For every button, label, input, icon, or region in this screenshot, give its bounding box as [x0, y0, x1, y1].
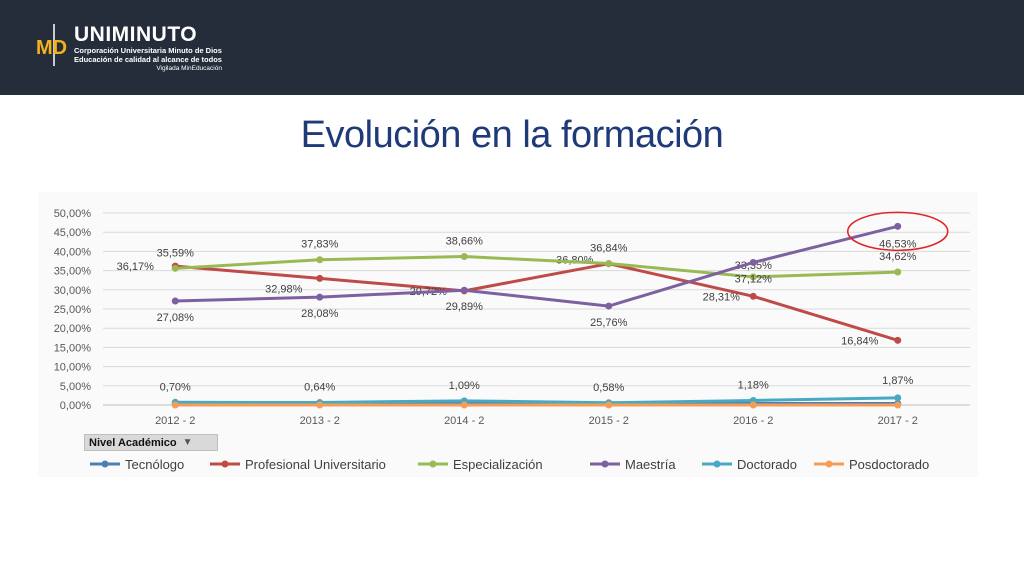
data-label: 1,18% — [738, 379, 769, 391]
data-point — [460, 401, 468, 409]
legend-label: Profesional Universitario — [245, 457, 386, 472]
data-point — [894, 336, 902, 344]
data-point — [894, 222, 902, 230]
nivel-academico-filter-button[interactable]: Nivel Académico ▼ — [84, 434, 218, 451]
data-point — [316, 274, 324, 282]
legend-label: Maestría — [625, 457, 676, 472]
data-point — [749, 273, 757, 281]
x-tick-label: 2014 - 2 — [444, 415, 484, 427]
data-label: 46,53% — [879, 238, 917, 250]
highlight-ellipse — [847, 211, 949, 252]
y-tick-label: 40,00% — [54, 246, 92, 258]
legend-label: Especialización — [453, 457, 543, 472]
filter-label: Nivel Académico — [89, 436, 177, 449]
x-tick-label: 2013 - 2 — [300, 415, 340, 427]
data-label: 25,76% — [590, 317, 628, 329]
chart-area — [38, 192, 978, 477]
y-tick-label: 20,00% — [54, 323, 92, 335]
legend-marker — [101, 460, 109, 468]
legend-label: Doctorado — [737, 457, 797, 472]
y-tick-label: 45,00% — [54, 227, 92, 239]
data-label: 36,84% — [590, 243, 628, 255]
y-tick-label: 10,00% — [54, 362, 92, 374]
data-point — [316, 256, 324, 264]
data-point — [460, 286, 468, 294]
y-tick-label: 35,00% — [54, 266, 92, 278]
data-point — [316, 293, 324, 301]
data-point — [605, 401, 613, 409]
data-point — [316, 401, 324, 409]
data-label: 32,98% — [265, 283, 303, 295]
data-point — [171, 297, 179, 305]
y-tick-label: 30,00% — [54, 285, 92, 297]
x-tick-label: 2012 - 2 — [155, 415, 195, 427]
slide-title: Evolución en la formación — [300, 114, 724, 156]
data-label: 38,66% — [446, 236, 484, 248]
data-label: 1,09% — [449, 380, 480, 392]
y-tick-label: 5,00% — [60, 381, 91, 393]
legend-label: Tecnólogo — [125, 457, 184, 472]
series-line — [175, 396, 898, 405]
data-point — [605, 260, 613, 268]
series-line — [175, 255, 898, 279]
data-label: 34,62% — [879, 251, 917, 263]
data-label: 0,64% — [304, 382, 335, 394]
data-point — [749, 292, 757, 300]
logo-mark-text: MD — [36, 37, 67, 59]
data-point — [894, 394, 902, 402]
x-tick-label: 2017 - 2 — [878, 415, 918, 427]
data-label: 28,08% — [301, 308, 339, 320]
data-label: 36,17% — [117, 261, 155, 273]
legend-marker — [825, 460, 833, 468]
data-point — [894, 268, 902, 276]
logo-name: UNIMINUTO — [74, 23, 198, 46]
data-label: 0,70% — [160, 381, 191, 393]
data-point — [894, 401, 902, 409]
legend-marker — [713, 460, 721, 468]
y-tick-label: 15,00% — [54, 342, 92, 354]
data-point — [749, 401, 757, 409]
logo-tagline: Educación de calidad al alcance de todos — [74, 55, 222, 64]
data-point — [460, 253, 468, 261]
data-label: 28,31% — [703, 291, 741, 303]
logo-subtitle: Corporación Universitaria Minuto de Dios — [74, 46, 222, 55]
data-label: 37,12% — [735, 273, 773, 285]
data-label: 27,08% — [157, 312, 195, 324]
y-tick-label: 50,00% — [54, 208, 92, 220]
filter-dropdown-icon[interactable]: ▼ — [182, 437, 193, 448]
logo-md-icon: MD — [36, 24, 70, 66]
data-label: 35,59% — [157, 247, 195, 259]
legend-label: Posdoctorado — [849, 457, 929, 472]
legend-marker — [601, 460, 609, 468]
y-tick-label: 25,00% — [54, 304, 92, 316]
data-label: 0,58% — [593, 382, 624, 394]
data-point — [605, 302, 613, 310]
data-label: 16,84% — [841, 335, 879, 347]
legend-marker — [221, 460, 229, 468]
uniminuto-logo: MD UNIMINUTO Corporación Universitaria M… — [36, 24, 222, 76]
series-line — [175, 262, 899, 342]
series-line — [175, 224, 899, 308]
x-tick-label: 2015 - 2 — [589, 415, 629, 427]
y-tick-label: 0,00% — [60, 400, 91, 412]
legend-marker — [429, 460, 437, 468]
x-tick-label: 2016 - 2 — [733, 415, 773, 427]
data-point — [171, 264, 179, 272]
data-label: 1,87% — [882, 375, 913, 387]
data-point — [171, 401, 179, 409]
data-point — [749, 258, 757, 266]
data-label: 29,89% — [446, 301, 484, 313]
logo-vigilada: Vigilada MinEducación — [156, 65, 222, 72]
data-label: 37,83% — [301, 239, 339, 251]
header-bar — [0, 0, 1024, 95]
